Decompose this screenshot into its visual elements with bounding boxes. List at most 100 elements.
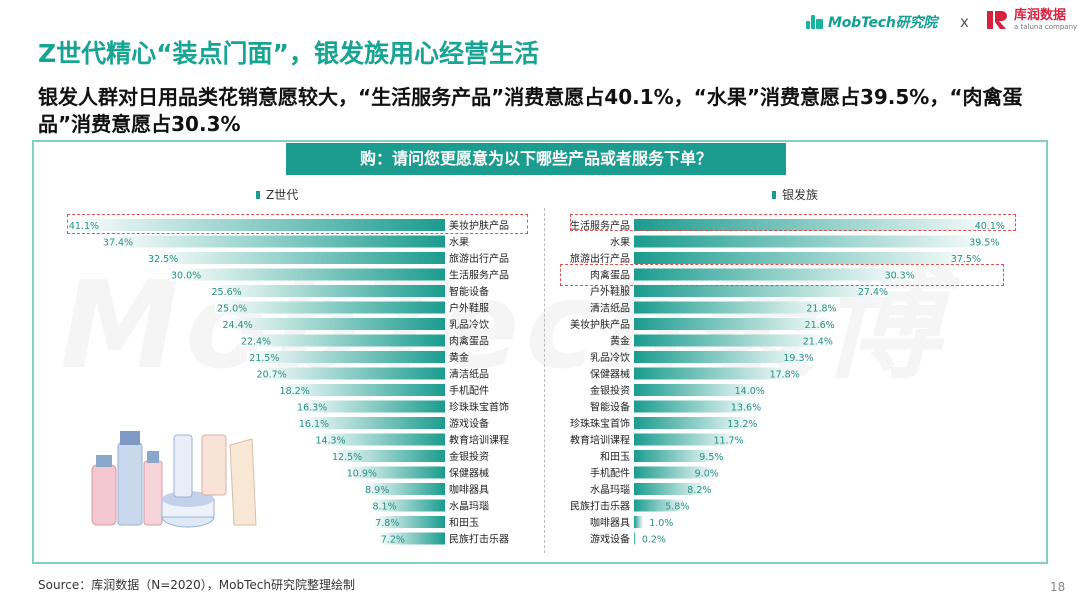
right-bar xyxy=(634,417,756,429)
left-value-label: 12.5% xyxy=(332,452,362,463)
left-value-label: 20.7% xyxy=(257,370,287,381)
right-category-label: 黄金 xyxy=(610,335,630,348)
left-bar xyxy=(146,252,445,264)
left-value-label: 14.3% xyxy=(315,436,345,447)
right-value-label: 17.8% xyxy=(770,370,800,381)
left-category-label: 和田玉 xyxy=(449,517,479,529)
legend-marker xyxy=(772,191,776,199)
right-bar-group: 21.4% 黄金 xyxy=(610,334,833,348)
right-value-label: 19.3% xyxy=(783,353,813,364)
right-category-label: 乳品冷饮 xyxy=(590,351,630,364)
right-bar xyxy=(634,483,710,495)
question-banner: 购：请问您更愿意为以下哪些产品或者服务下单？ xyxy=(286,143,786,175)
right-bar-group: 11.7% 教育培训课程 xyxy=(570,433,744,447)
kurun-logo-text: 库润数据 xyxy=(1014,8,1067,23)
right-bar xyxy=(634,466,717,479)
right-category-label: 生活服务产品 xyxy=(570,219,630,232)
left-bar-group: 14.3% 教育培训课程 xyxy=(313,433,509,447)
left-category-label: 水晶玛瑙 xyxy=(449,501,489,513)
right-bar xyxy=(634,301,835,314)
left-series-name: Z世代 xyxy=(266,188,299,202)
right-category-label: 金银投资 xyxy=(590,384,630,397)
right-bar-group: 0.2% 游戏设备 xyxy=(590,532,666,546)
right-bar xyxy=(634,268,913,281)
kurun-logo-subtext: a taluna company xyxy=(1014,23,1078,31)
right-bar-group: 39.5% 水果 xyxy=(610,235,999,249)
right-bar-group: 13.2% 珍珠珠宝首饰 xyxy=(570,417,757,430)
right-category-label: 美妆护肤产品 xyxy=(570,318,630,331)
left-bar xyxy=(330,450,445,462)
left-value-label: 37.4% xyxy=(103,238,133,249)
left-bar-group: 41.1% 美妆护肤产品 xyxy=(66,219,509,232)
left-value-label: 16.1% xyxy=(299,419,329,430)
right-bar xyxy=(634,400,760,413)
left-bar-group: 8.9% 咖啡器具 xyxy=(363,483,489,496)
left-bar-group: 24.4% 乳品冷饮 xyxy=(220,318,489,331)
right-category-label: 水果 xyxy=(610,237,630,249)
left-value-label: 30.0% xyxy=(171,271,201,282)
left-value-label: 25.0% xyxy=(217,304,247,315)
right-value-label: 37.5% xyxy=(951,254,981,265)
left-category-label: 珍珠珠宝首饰 xyxy=(449,401,509,414)
right-bar-group: 30.3% 肉禽蛋品 xyxy=(590,268,915,282)
left-bar-group: 10.9% 保健器械 xyxy=(344,466,489,480)
right-category-label: 珍珠珠宝首饰 xyxy=(570,417,630,430)
right-panel-title: 银发族 xyxy=(772,186,818,203)
right-value-label: 14.0% xyxy=(735,386,765,397)
right-bar xyxy=(634,516,644,528)
mobtech-logo-text: MobTech研究院 xyxy=(828,15,938,31)
left-bar xyxy=(254,367,445,380)
right-bar-group: 1.0% 咖啡器具 xyxy=(590,516,673,529)
page-number: 18 xyxy=(1050,580,1066,594)
left-value-label: 24.4% xyxy=(223,320,253,331)
cosmetics-illustration xyxy=(91,431,257,528)
right-category-label: 手机配件 xyxy=(590,467,630,480)
right-value-label: 13.2% xyxy=(727,419,757,430)
left-category-label: 游戏设备 xyxy=(449,417,489,430)
kurun-logo-icon xyxy=(986,8,1010,32)
left-bar xyxy=(169,268,445,281)
right-bar-group: 9.0% 手机配件 xyxy=(590,466,719,480)
left-bar-group: 22.4% 肉禽蛋品 xyxy=(238,334,489,348)
legend-marker xyxy=(256,191,260,199)
left-bar-group: 25.6% 智能设备 xyxy=(209,285,489,298)
right-value-label: 27.4% xyxy=(858,287,888,298)
right-bar-group: 21.8% 清洁纸品 xyxy=(590,301,837,315)
highlight-box-left xyxy=(67,214,528,234)
right-value-label: 9.0% xyxy=(695,469,719,480)
right-bar xyxy=(634,252,979,264)
left-bar xyxy=(209,285,445,297)
right-bar-group: 37.5% 旅游出行产品 xyxy=(570,252,981,265)
right-value-label: 0.2% xyxy=(642,535,666,546)
left-bar-group: 7.8% 和田玉 xyxy=(373,516,479,529)
left-bar xyxy=(370,499,445,512)
left-value-label: 7.2% xyxy=(381,535,405,546)
source-note: Source：库润数据（N=2020），MobTech研究院整理绘制 xyxy=(38,578,355,592)
left-bar xyxy=(220,318,445,330)
right-bar-group: 8.2% 水晶玛瑙 xyxy=(590,483,711,496)
left-category-label: 金银投资 xyxy=(449,450,489,463)
right-value-label: 13.6% xyxy=(731,403,761,414)
right-value-label: 8.2% xyxy=(687,485,711,496)
right-bar xyxy=(634,334,831,347)
left-value-label: 22.4% xyxy=(241,337,271,348)
left-panel-title: Z世代 xyxy=(256,186,298,203)
highlight-box-right-mid xyxy=(560,264,1004,286)
right-series-name: 银发族 xyxy=(782,188,819,202)
right-category-label: 教育培训课程 xyxy=(570,434,630,447)
left-bar-group: 16.1% 游戏设备 xyxy=(296,417,489,430)
right-category-label: 旅游出行产品 xyxy=(570,252,630,265)
left-bar xyxy=(313,433,445,446)
kurun-logo: 库润数据 a taluna company xyxy=(986,8,1077,32)
left-value-label: 32.5% xyxy=(148,254,178,265)
left-bar-group: 37.4% 水果 xyxy=(100,235,469,249)
left-category-label: 保健器械 xyxy=(449,467,489,480)
right-bar xyxy=(634,318,833,330)
mobtech-logo: MobTech研究院 xyxy=(806,12,937,32)
right-value-label: 1.0% xyxy=(649,518,673,529)
page-title: Z世代精心“装点门面”，银发族用心经营生活 xyxy=(38,39,539,68)
right-bar xyxy=(634,351,812,363)
right-bar-group: 21.6% 美妆护肤产品 xyxy=(570,318,835,331)
left-category-label: 智能设备 xyxy=(449,285,489,298)
left-value-label: 41.1% xyxy=(69,221,99,232)
